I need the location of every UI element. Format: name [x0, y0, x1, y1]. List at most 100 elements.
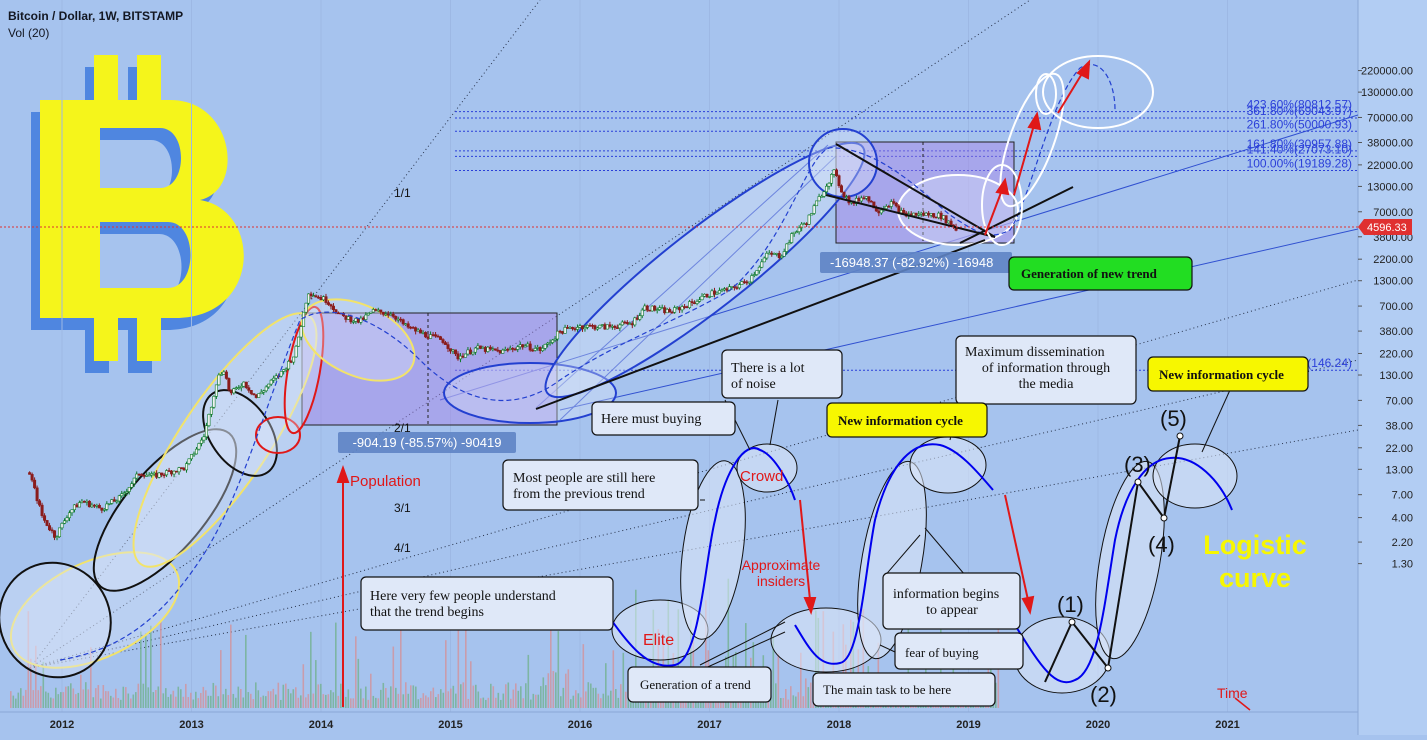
volume-bar [537, 694, 540, 708]
candle-body [117, 495, 121, 502]
candle-body [688, 301, 692, 308]
candle-body [374, 309, 378, 311]
candle-body [389, 313, 393, 316]
volume-bar [150, 625, 152, 708]
volume-bar [690, 619, 692, 708]
candle-body [820, 195, 824, 198]
candle-body [767, 252, 771, 255]
volume-bar [367, 699, 370, 708]
candle-body [496, 349, 500, 352]
price-tick-label: 7000.00 [1373, 207, 1413, 219]
volume-bar [790, 686, 792, 708]
callout-text: The main task to be here [823, 682, 951, 697]
candle-body [929, 213, 933, 216]
candle-body [498, 350, 502, 354]
candle-body [396, 318, 400, 321]
candle-body [421, 332, 425, 334]
candle-body [795, 231, 799, 234]
candle-body [493, 348, 497, 351]
volume-bar [605, 663, 607, 708]
candle-body [478, 345, 482, 349]
candle-body [366, 313, 370, 316]
volume-bar [335, 622, 337, 708]
candle-body [618, 324, 622, 329]
candle-body [730, 286, 734, 288]
year-tick-label: 2017 [697, 719, 721, 731]
candle-body [760, 261, 764, 268]
candle-body [279, 371, 283, 377]
candle-body [598, 324, 602, 329]
candle-body [516, 346, 520, 350]
volume-bar [60, 692, 62, 708]
candle-body [282, 369, 286, 372]
volume-bar [117, 698, 120, 708]
volume-bar [395, 687, 397, 708]
candle-body [782, 251, 786, 257]
candle-body [658, 307, 662, 310]
volume-indicator-label[interactable]: Vol (20) [8, 26, 49, 40]
candle-body [887, 206, 891, 208]
volume-bar [747, 699, 750, 708]
callouts: Generation of new trend There is a lot of … [360, 256, 1309, 707]
candle-body [35, 487, 39, 502]
candle-body [857, 197, 861, 202]
candle-body [613, 325, 617, 328]
volume-bar [385, 688, 387, 708]
volume-bar [282, 684, 285, 708]
volume-bar [300, 695, 302, 708]
volume-bar [360, 688, 362, 708]
candle-body [775, 253, 779, 255]
volume-bar [230, 624, 232, 708]
gann-label-1-1: 1/1 [394, 186, 411, 200]
volume-bar [162, 693, 165, 708]
volume-bar [120, 699, 122, 708]
candle-body [267, 383, 271, 388]
callout-text: fear of buying [905, 645, 979, 660]
volume-bar [505, 684, 507, 708]
volume-bar [602, 693, 605, 708]
candle-body [239, 385, 243, 388]
volume-bar [332, 692, 335, 708]
candle-body [326, 302, 330, 305]
volume-bar [290, 693, 292, 708]
symbol-title[interactable]: Bitcoin / Dollar, 1W, BITSTAMP [8, 9, 183, 23]
volume-bar [597, 693, 600, 708]
candle-body [75, 504, 79, 508]
volume-bar [17, 692, 20, 708]
candle-body [165, 470, 169, 476]
callout-text: New information cycle [1159, 367, 1284, 382]
logistic-label: Logistic curve [1203, 530, 1307, 593]
volume-bar [387, 697, 390, 708]
volume-bar [315, 660, 317, 708]
candle-body [354, 318, 358, 322]
fib-level-label: 161.80%(30957.88) [1247, 137, 1352, 151]
candle-body [448, 348, 452, 352]
volume-bar [210, 695, 212, 708]
volume-bar [77, 692, 80, 708]
candle-body [381, 311, 385, 315]
candle-body [481, 347, 485, 349]
volume-bar [247, 692, 250, 708]
candle-body [790, 233, 794, 243]
candle-body [458, 355, 462, 360]
candle-body [204, 425, 208, 438]
candle-body [717, 290, 721, 294]
volume-bar [250, 693, 252, 708]
volume-bar [547, 673, 550, 708]
candle-body [590, 325, 594, 327]
population-arrow [336, 465, 350, 707]
candle-body [919, 212, 923, 215]
candle-body [197, 443, 201, 450]
candle-body [835, 169, 839, 176]
candle-body [272, 377, 276, 381]
volume-bar [532, 693, 535, 708]
price-axis-panel [1358, 0, 1427, 735]
volume-bar [450, 688, 452, 708]
volume-bar [175, 696, 177, 708]
candle-body [488, 346, 492, 350]
candle-body [202, 436, 206, 441]
volume-bar [485, 699, 487, 708]
volume-bar [622, 652, 625, 708]
candle-body [384, 313, 388, 316]
